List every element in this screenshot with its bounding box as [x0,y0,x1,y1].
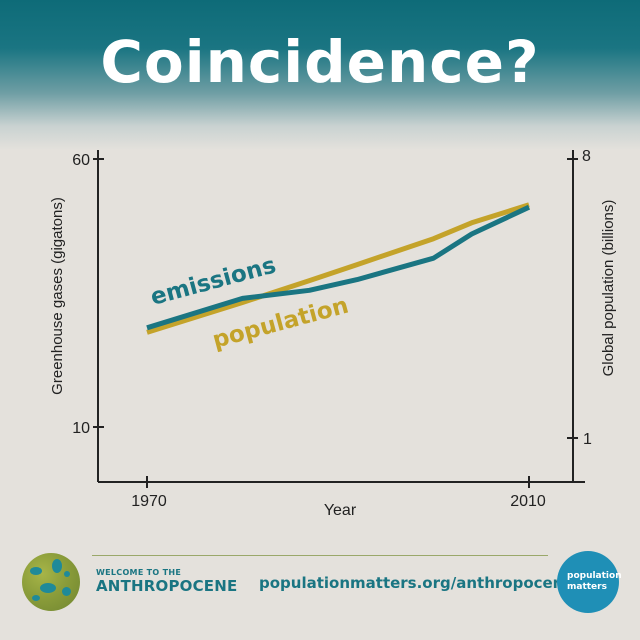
right-tick-label-1: 1 [583,431,592,448]
emissions-label: emissions [148,252,279,310]
footer-divider [92,555,548,556]
badge-line-1: population [567,571,622,581]
x-tick-label-2010: 2010 [510,493,546,510]
emissions-line [146,204,531,331]
left-axis-title: Greenhouse gases (gigatons) [49,197,66,395]
population-line [146,202,530,335]
badge-line-2: matters [567,582,607,592]
x-tick-label-1970: 1970 [131,493,167,510]
right-axis-title: Global population (billions) [600,200,617,377]
left-tick-label-10: 10 [72,420,90,437]
left-tick-label-60: 60 [72,152,90,169]
right-tick-label-8: 8 [582,148,591,165]
x-axis-title: Year [324,502,357,519]
header-banner [0,0,640,150]
website-link[interactable]: populationmatters.org/anthropocene [259,574,574,592]
anthropocene-logo [22,553,80,611]
page-title: Coincidence? [100,28,540,96]
population-matters-badge[interactable]: population matters [557,551,622,613]
anthropocene-text: ANTHROPOCENE [96,577,238,595]
welcome-text: WELCOME TO THE [96,568,182,577]
